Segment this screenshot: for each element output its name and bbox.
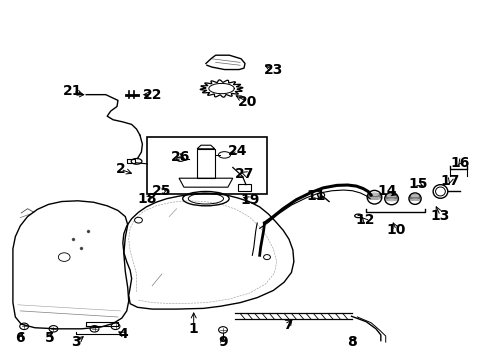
Text: 8: 8 (347, 335, 357, 349)
Bar (147, 137, 267, 194)
Text: 11: 11 (306, 189, 325, 203)
Text: 26: 26 (171, 150, 190, 164)
Bar (238, 184, 251, 191)
Text: 9: 9 (218, 335, 228, 349)
Text: 19: 19 (240, 193, 260, 207)
Text: 16: 16 (450, 156, 470, 170)
Text: 23: 23 (264, 63, 283, 77)
Text: 27: 27 (235, 167, 255, 181)
Text: 6: 6 (15, 331, 25, 345)
Bar (197, 149, 215, 178)
Text: 3: 3 (72, 335, 81, 349)
Text: 21: 21 (63, 84, 83, 98)
Text: 20: 20 (238, 95, 257, 109)
Text: 22: 22 (143, 87, 162, 102)
Text: 1: 1 (189, 322, 198, 336)
Text: 10: 10 (387, 223, 406, 237)
Text: 14: 14 (377, 184, 396, 198)
Text: 13: 13 (431, 209, 450, 223)
Text: 24: 24 (228, 144, 247, 158)
Text: 15: 15 (409, 177, 428, 190)
Text: 25: 25 (152, 184, 171, 198)
Text: 4: 4 (118, 327, 128, 341)
Text: 18: 18 (138, 192, 157, 206)
Text: 7: 7 (283, 318, 293, 332)
Text: 2: 2 (116, 162, 125, 176)
Text: 5: 5 (45, 331, 54, 345)
Text: 17: 17 (441, 174, 460, 188)
Text: 12: 12 (355, 213, 374, 227)
